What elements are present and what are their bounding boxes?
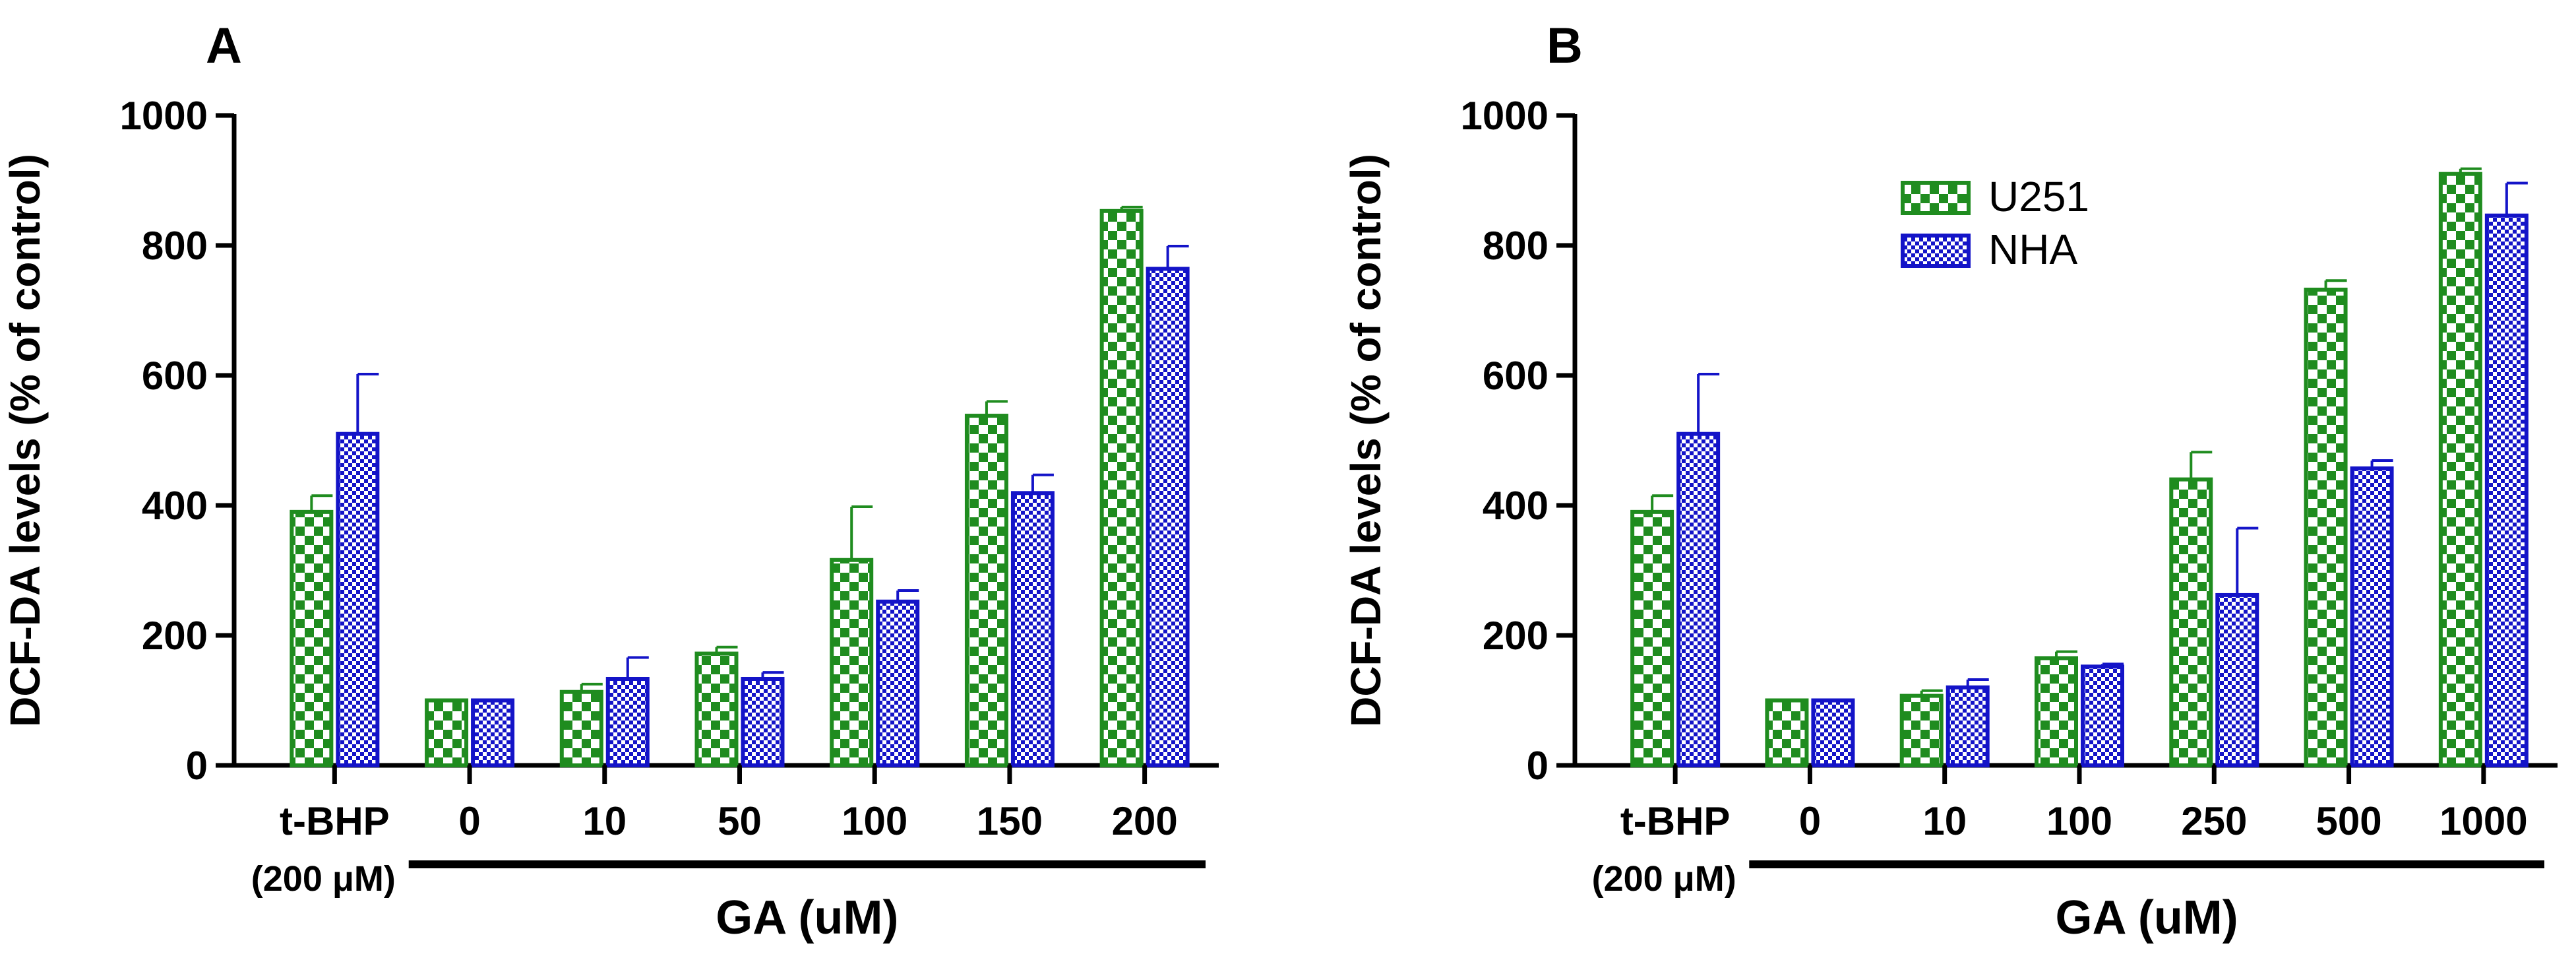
bar-u251	[2438, 172, 2482, 767]
x-tick-label: t-BHP	[280, 799, 390, 843]
legend-swatch-u251	[1901, 181, 1971, 215]
x-tick-sublabel: (200 μM)	[251, 859, 396, 899]
y-axis-title: DCF-DA levels (% of control)	[1342, 154, 1390, 727]
panel-b: B DCF-DA levels (% of control) 0 200 400 600 8…	[1342, 18, 2558, 944]
y-tick-label: 200	[142, 614, 208, 658]
bar-nha	[336, 432, 380, 768]
bar-u251	[290, 509, 334, 767]
panel-label: B	[1547, 18, 1583, 74]
y-tick-label: 600	[142, 354, 208, 398]
legend: U251 NHA	[1901, 173, 2089, 273]
bar-u251	[1099, 208, 1144, 768]
bar-nha	[741, 676, 785, 767]
x-tick-label: 0	[1799, 799, 1821, 843]
bar-u251	[2304, 287, 2348, 768]
bar-nha	[2081, 664, 2124, 768]
bar-u251	[1630, 509, 1674, 767]
y-tick-label: 800	[1483, 224, 1549, 268]
bar-nha	[605, 676, 650, 767]
bar-nha	[1676, 432, 1721, 768]
x-tick-label: t-BHP	[1620, 799, 1731, 843]
x-tick-label: 100	[2046, 799, 2112, 843]
bar-nha	[1946, 685, 1990, 768]
bar-u251	[559, 689, 603, 767]
y-tick-label: 600	[1483, 354, 1549, 398]
panel-a: A DCF-DA levels (% of control) 0 200 400 600 8…	[1, 18, 1219, 944]
y-tick-label: 400	[142, 484, 208, 528]
x-tick-sublabel: (200 μM)	[1592, 859, 1736, 899]
bar-nha	[1811, 698, 1855, 767]
x-tick-label: 0	[458, 799, 480, 843]
x-tick-label: 50	[718, 799, 762, 843]
bar-nha	[2350, 466, 2394, 767]
x-tick-label: 250	[2181, 799, 2247, 843]
bar-nha	[2484, 213, 2529, 767]
x-tick-label: 100	[842, 799, 907, 843]
y-axis-title: DCF-DA levels (% of control)	[1, 154, 49, 727]
y-tick-label: 1000	[1461, 94, 1549, 138]
x-tick-label: 1000	[2439, 799, 2527, 843]
x-tick-label: 10	[582, 799, 627, 843]
bar-u251	[2035, 656, 2078, 767]
legend-label-nha: NHA	[1988, 226, 2077, 273]
legend-label-u251: U251	[1988, 173, 2089, 220]
y-tick-label: 1000	[120, 94, 208, 138]
bar-u251	[2169, 477, 2213, 767]
bar-u251	[1765, 698, 1809, 767]
bar-u251	[1899, 693, 1944, 767]
bar-nha	[1146, 267, 1190, 767]
y-tick-label: 800	[142, 224, 208, 268]
y-tick-label: 0	[1527, 744, 1549, 788]
bar-u251	[830, 558, 874, 767]
x-tick-label: 500	[2316, 799, 2382, 843]
panel-label: A	[206, 18, 242, 74]
legend-swatch-nha	[1901, 234, 1971, 268]
x-axis-title: GA (uM)	[716, 891, 898, 944]
x-tick-label: 200	[1112, 799, 1178, 843]
bar-nha	[1010, 491, 1055, 767]
bar-nha	[2215, 593, 2259, 767]
bar-u251	[964, 414, 1008, 767]
y-tick-label: 200	[1483, 614, 1549, 658]
x-tick-label: 10	[1922, 799, 1967, 843]
bar-u251	[694, 651, 739, 768]
bar-nha	[471, 698, 515, 767]
y-tick-label: 0	[186, 744, 208, 788]
bar-u251	[425, 698, 469, 767]
bar-nha	[876, 599, 920, 768]
y-tick-label: 400	[1483, 484, 1549, 528]
x-tick-label: 150	[977, 799, 1043, 843]
x-axis-title: GA (uM)	[2056, 891, 2238, 944]
